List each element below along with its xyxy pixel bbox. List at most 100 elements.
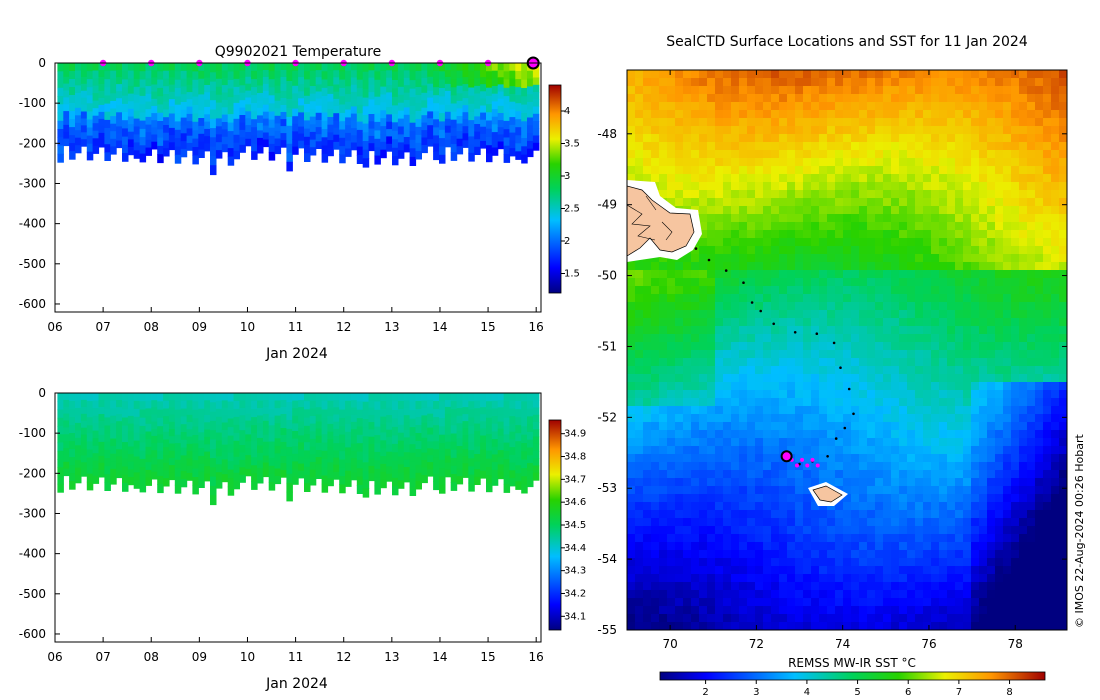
sst-cell	[675, 350, 684, 359]
sst-cell	[931, 294, 940, 303]
sst-cell	[963, 198, 972, 207]
sst-cell	[699, 230, 708, 239]
temp-cell	[380, 94, 387, 103]
sst-cell	[931, 174, 940, 183]
sst-cell	[971, 438, 980, 447]
salt-cell	[509, 416, 516, 425]
sst-cell	[995, 334, 1004, 343]
temp-cell	[127, 147, 135, 156]
temp-cell	[186, 63, 194, 71]
sst-cell	[851, 78, 860, 87]
sst-cell	[1051, 326, 1060, 335]
sst-cell	[851, 278, 860, 287]
sst-cell	[915, 318, 924, 327]
sst-cell	[867, 262, 876, 271]
temp-cell	[180, 63, 188, 72]
sst-cell	[627, 414, 636, 423]
temp-cell	[210, 165, 217, 176]
temp-cell	[280, 84, 287, 92]
sst-cell	[899, 406, 908, 415]
sst-cell	[851, 134, 860, 143]
sst-cell	[819, 478, 828, 487]
temp-cell	[163, 125, 170, 134]
sst-cell	[1051, 422, 1060, 431]
sst-cell	[891, 318, 900, 327]
temp-cell	[204, 114, 211, 123]
sst-cell	[899, 342, 908, 351]
sst-cell	[931, 326, 940, 335]
sst-cell	[979, 390, 988, 399]
salt-cell	[157, 393, 164, 402]
salt-cell	[427, 406, 434, 415]
sst-cell	[907, 358, 916, 367]
temp-cell	[397, 86, 405, 96]
temp-cell	[157, 112, 164, 122]
sst-cell	[859, 374, 868, 383]
sst-cell	[771, 462, 780, 471]
sst-cell	[835, 326, 844, 335]
salt-cell	[403, 474, 411, 483]
salt-cell	[245, 393, 252, 401]
sst-cell	[1059, 102, 1067, 111]
temp-cell	[245, 97, 252, 105]
sst-cell	[875, 350, 884, 359]
sst-cell	[923, 310, 932, 319]
temp-cell	[368, 84, 375, 93]
sst-cell	[731, 174, 740, 183]
salt-cell	[450, 449, 458, 459]
temp-cell	[374, 138, 381, 148]
salt-cell	[221, 400, 229, 409]
sst-cell	[819, 102, 828, 111]
sst-cell	[923, 174, 932, 183]
salt-cell	[69, 457, 76, 466]
salt-cell	[380, 479, 387, 489]
sst-cell	[979, 214, 988, 223]
sst-cell	[691, 166, 700, 175]
salt-cell	[186, 400, 194, 409]
sst-cell	[835, 446, 844, 455]
sst-cell	[1003, 406, 1012, 415]
temp-cell	[480, 119, 487, 128]
temp-cell	[345, 148, 352, 157]
temp-cell	[245, 118, 252, 126]
x-tick-label: 10	[240, 650, 255, 664]
sst-cell	[891, 158, 900, 167]
sst-cell	[771, 230, 780, 239]
temp-cell	[221, 85, 229, 94]
salt-cell	[368, 422, 375, 430]
sst-cell	[755, 438, 764, 447]
sst-cell	[843, 102, 852, 111]
salt-cell	[280, 456, 287, 464]
temp-cell	[233, 110, 240, 120]
temp-cell	[57, 129, 64, 138]
salt-cell	[486, 483, 493, 493]
sst-cell	[707, 102, 716, 111]
sst-cell	[667, 326, 676, 335]
salt-cell	[509, 393, 516, 402]
sst-cell	[1027, 246, 1036, 255]
sst-cell	[915, 110, 924, 119]
sst-cell	[755, 70, 764, 79]
sst-cell	[803, 126, 812, 135]
salt-cell	[257, 445, 264, 454]
temp-cell	[257, 145, 264, 154]
temp-cell	[462, 126, 469, 134]
temp-cell	[386, 70, 393, 79]
sst-cell	[667, 446, 676, 455]
sst-cell	[859, 246, 868, 255]
sst-cell	[963, 350, 972, 359]
sst-cell	[803, 302, 812, 311]
sst-cell	[843, 150, 852, 159]
sst-cell	[763, 286, 772, 295]
salt-cell	[127, 393, 135, 402]
sst-cell	[1027, 446, 1036, 455]
sst-cell	[1059, 430, 1067, 439]
salt-cell	[239, 467, 246, 476]
sst-cell	[1051, 230, 1060, 239]
salt-cell	[456, 423, 464, 432]
sst-cell	[883, 270, 892, 279]
salt-cell	[245, 455, 252, 463]
sst-cell	[947, 118, 956, 127]
temp-cell	[274, 78, 282, 87]
temp-cell	[532, 142, 540, 151]
